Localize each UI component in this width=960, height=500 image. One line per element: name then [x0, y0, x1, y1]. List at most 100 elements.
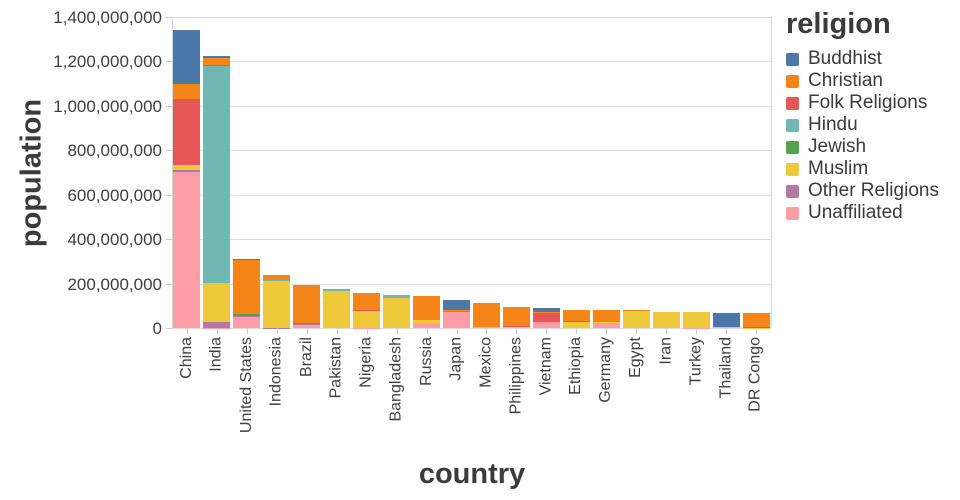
bar-segment-christian [413, 296, 441, 320]
y-axis-title: population [15, 98, 48, 248]
bar-vietnam [532, 308, 560, 328]
x-tick-label-indonesia: Indonesia [267, 337, 285, 407]
bar-indonesia [263, 274, 291, 328]
bar-segment-folk-religions [293, 323, 321, 325]
legend-swatch-icon [786, 96, 799, 110]
bar-segment-christian [562, 309, 590, 322]
x-tick-label-japan: Japan [447, 337, 465, 381]
bar-segment-christian [502, 307, 530, 327]
x-tick [277, 328, 278, 334]
bar-segment-muslim [203, 282, 231, 322]
gridline [172, 284, 771, 285]
gridline [172, 195, 771, 196]
legend-swatch-icon [786, 52, 799, 66]
legend-swatch-icon [786, 184, 799, 198]
legend-item-muslim: Muslim [786, 158, 939, 180]
x-tick [367, 328, 368, 334]
bar-segment-other-religions [443, 310, 471, 312]
bar-segment-christian [293, 284, 321, 324]
y-tick-label: 1,400,000,000 [53, 8, 162, 27]
legend-item-christian: Christian [786, 70, 939, 92]
x-tick [247, 328, 248, 334]
y-tick [166, 106, 172, 107]
bar-segment-other-religions [203, 321, 231, 328]
y-tick-label: 200,000,000 [67, 275, 162, 294]
x-tick-label-russia: Russia [417, 337, 435, 386]
bar-segment-christian [532, 311, 560, 314]
legend-label: Christian [808, 70, 883, 91]
x-tick-label-mexico: Mexico [477, 337, 495, 388]
legend: religion Buddhist Christian Folk Religions… [786, 8, 939, 224]
x-tick-label-turkey: Turkey [687, 337, 705, 386]
bar-segment-unaffiliated [443, 311, 471, 328]
x-tick [546, 328, 547, 334]
x-axis-title: country [418, 458, 526, 490]
x-tick [726, 328, 727, 334]
x-tick [217, 328, 218, 334]
bar-segment-muslim [383, 298, 411, 328]
x-tick-label-pakistan: Pakistan [327, 337, 345, 399]
bar-segment-hindu [383, 295, 411, 299]
gridline [172, 17, 771, 18]
bar-segment-muslim [263, 281, 291, 328]
bar-segment-christian [263, 275, 291, 281]
x-tick [516, 328, 517, 334]
x-tick-label-united-states: United States [237, 337, 255, 434]
bar-segment-muslim [622, 310, 650, 328]
gridline [172, 61, 771, 62]
legend-item-other-religions: Other Religions [786, 180, 939, 202]
bar-segment-muslim [173, 164, 201, 171]
bar-united-states [233, 259, 261, 328]
legend-items: Buddhist Christian Folk Religions Hindu Jewi… [786, 48, 939, 224]
bar-segment-hindu [263, 280, 291, 282]
x-tick-label-ethiopia: Ethiopia [567, 337, 585, 395]
bar-segment-unaffiliated [532, 322, 560, 328]
y-tick [166, 239, 172, 240]
bar-segment-christian [173, 84, 201, 100]
bar-segment-unaffiliated [592, 323, 620, 328]
axis-domain-line [172, 17, 173, 328]
x-tick-label-nigeria: Nigeria [357, 337, 375, 388]
bar-india [203, 55, 231, 328]
bar-iran [652, 311, 680, 328]
bar-segment-folk-religions [173, 99, 201, 165]
y-tick-label: 400,000,000 [67, 230, 162, 249]
bar-segment-buddhist [173, 30, 201, 85]
x-tick-label-brazil: Brazil [297, 337, 315, 378]
axis-domain-line [771, 17, 772, 328]
bar-segment-muslim [353, 310, 381, 328]
bar-segment-muslim [562, 321, 590, 328]
bar-russia [413, 296, 441, 328]
bar-segment-buddhist [233, 259, 261, 260]
legend-item-unaffiliated: Unaffiliated [786, 202, 939, 224]
x-tick-label-philippines: Philippines [507, 337, 525, 415]
x-tick [636, 328, 637, 334]
bar-segment-christian [592, 309, 620, 323]
legend-swatch-icon [786, 206, 799, 220]
legend-label: Hindu [808, 114, 858, 135]
y-tick-label: 1,200,000,000 [53, 52, 162, 71]
legend-title: religion [786, 8, 891, 40]
bar-segment-christian [742, 313, 770, 328]
legend-label: Buddhist [808, 48, 882, 69]
gridline [172, 328, 771, 329]
x-tick-label-dr-congo: DR Congo [747, 337, 765, 412]
bar-segment-muslim [323, 290, 351, 328]
x-tick [457, 328, 458, 334]
bar-turkey [682, 311, 710, 328]
y-tick-label: 0 [152, 319, 162, 338]
bar-segment-other-religions [173, 170, 201, 173]
legend-swatch-icon [786, 74, 799, 88]
x-tick-label-iran: Iran [657, 337, 675, 365]
bar-segment-hindu [323, 290, 351, 291]
bar-segment-muslim [502, 326, 530, 328]
bar-segment-christian [622, 309, 650, 311]
y-tick [166, 61, 172, 62]
bar-nigeria [353, 293, 381, 328]
bar-segment-buddhist [203, 55, 231, 58]
y-tick-label: 600,000,000 [67, 186, 162, 205]
bar-segment-muslim [682, 311, 710, 328]
bar-brazil [293, 284, 321, 328]
bar-dr-congo [742, 313, 770, 328]
x-tick-label-vietnam: Vietnam [537, 337, 555, 396]
